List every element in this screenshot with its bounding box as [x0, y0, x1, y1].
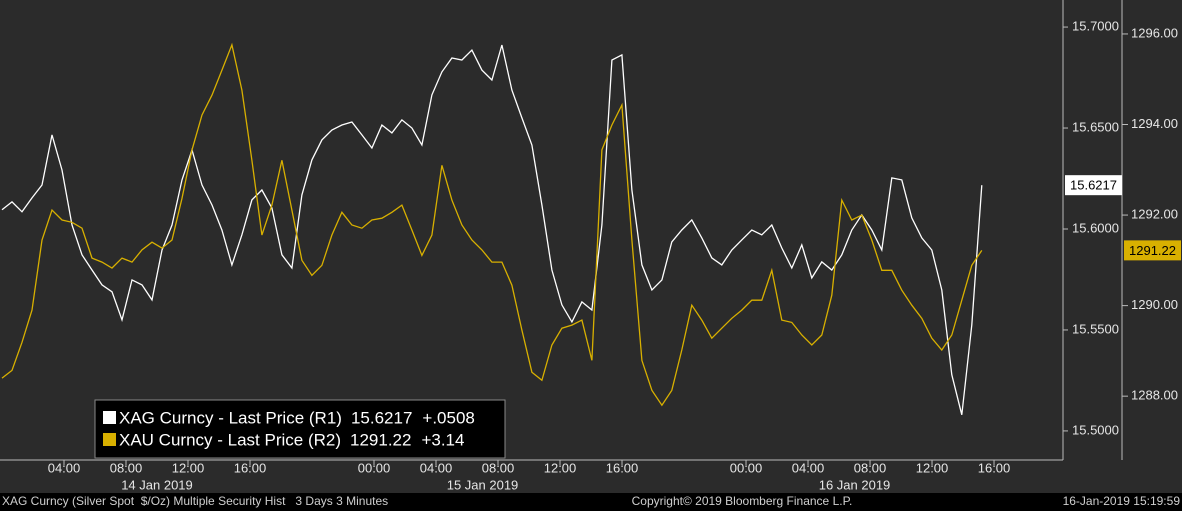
y2-tick-label: 1292.00 [1131, 206, 1178, 221]
x-tick-label: 08:00 [854, 460, 887, 475]
legend-change: +.0508 [422, 408, 474, 427]
footer-left: XAG Curncy (Silver Spot $/Oz) Multiple S… [2, 494, 388, 508]
date-label: 14 Jan 2019 [121, 477, 193, 492]
date-label: 15 Jan 2019 [447, 477, 519, 492]
y-tick-label: 15.6500 [1072, 119, 1119, 134]
legend-label: XAG Curncy - Last Price (R1) [119, 408, 342, 427]
y-tick-label: 15.6000 [1072, 220, 1119, 235]
y2-tick-label: 1294.00 [1131, 116, 1178, 131]
x-tick-label: 12:00 [172, 460, 205, 475]
footer-bar [0, 493, 1182, 511]
date-label: 16 Jan 2019 [819, 477, 891, 492]
x-tick-label: 12:00 [544, 460, 577, 475]
series-line [1, 42, 983, 407]
last-value-label: 15.6217 [1070, 178, 1117, 193]
x-tick-label: 12:00 [916, 460, 949, 475]
x-tick-label: 04:00 [48, 460, 81, 475]
footer-center: Copyright© 2019 Bloomberg Finance L.P. [632, 494, 853, 508]
legend-last-value: 1291.22 [350, 430, 411, 449]
footer-right: 16-Jan-2019 15:19:59 [1063, 494, 1181, 508]
y2-tick-label: 1296.00 [1131, 25, 1178, 40]
legend-swatch [103, 433, 116, 446]
y-tick-label: 15.5500 [1072, 321, 1119, 336]
y2-tick-label: 1290.00 [1131, 297, 1178, 312]
series-line [1, 44, 983, 415]
legend-box [94, 399, 506, 459]
x-tick-label: 08:00 [482, 460, 515, 475]
x-tick-label: 08:00 [110, 460, 143, 475]
y2-tick-label: 1288.00 [1131, 388, 1178, 403]
last-value-box [1124, 240, 1181, 261]
legend-swatch [103, 411, 116, 424]
legend-last-value: 15.6217 [351, 408, 412, 427]
x-tick-label: 16:00 [978, 460, 1011, 475]
x-tick-label: 16:00 [606, 460, 639, 475]
last-value-box [1065, 175, 1122, 196]
x-tick-label: 04:00 [420, 460, 453, 475]
x-tick-label: 00:00 [358, 460, 391, 475]
y-tick-label: 15.7000 [1072, 18, 1119, 33]
x-tick-label: 04:00 [792, 460, 825, 475]
legend-change: +3.14 [421, 430, 464, 449]
legend-label: XAU Curncy - Last Price (R2) [119, 430, 341, 449]
y-tick-label: 15.5000 [1072, 422, 1119, 437]
x-tick-label: 00:00 [730, 460, 763, 475]
last-value-label: 1291.22 [1129, 243, 1176, 258]
x-tick-label: 16:00 [234, 460, 267, 475]
